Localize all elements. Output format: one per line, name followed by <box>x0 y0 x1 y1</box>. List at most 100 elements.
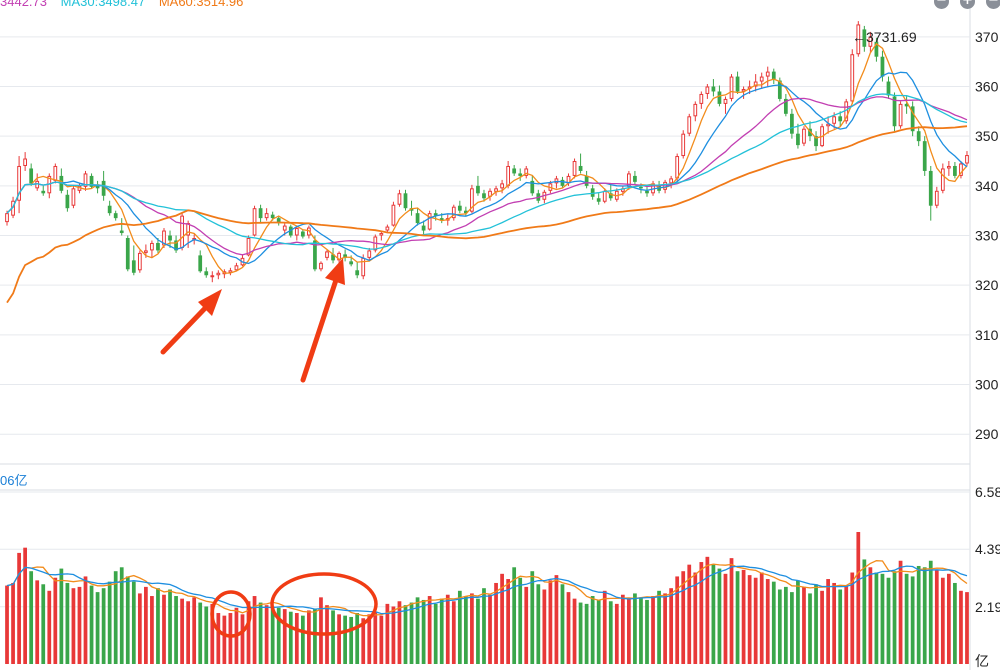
candle-body <box>723 98 728 104</box>
volume-bar <box>198 602 203 664</box>
price-tick-label: 310 <box>975 327 999 343</box>
volume-bar <box>717 568 722 664</box>
candle <box>168 230 172 248</box>
candle-body <box>814 136 818 147</box>
volume-bar <box>687 564 692 664</box>
volume-bar <box>651 596 655 664</box>
candle <box>482 189 486 202</box>
candle-body <box>71 188 76 206</box>
volume-bar <box>373 611 378 664</box>
candle <box>65 189 70 212</box>
volume-highlight-ellipse-large <box>270 572 378 636</box>
candle-body <box>331 254 335 261</box>
candle-body <box>41 190 46 194</box>
candle-body <box>156 242 160 251</box>
candle <box>47 173 52 199</box>
plus-icon: + <box>962 0 973 8</box>
volume-bar <box>162 594 166 664</box>
volume-bar <box>77 586 82 664</box>
volume-bar <box>192 597 197 664</box>
candle-body <box>349 261 354 265</box>
volume-bar <box>228 613 233 664</box>
volume-bar <box>11 582 15 664</box>
zoom-in-button[interactable]: + <box>960 0 975 9</box>
candle-body <box>910 106 915 132</box>
volume-bar <box>89 585 94 664</box>
candle-body <box>198 255 203 272</box>
ma10-line <box>6 71 968 265</box>
candle-body <box>53 165 58 181</box>
volume-bar <box>331 610 335 664</box>
volume-bar <box>361 618 366 664</box>
candle-body <box>150 242 154 251</box>
volume-highlight-ellipse-small <box>210 590 252 638</box>
candle <box>838 111 843 127</box>
candle <box>234 262 239 272</box>
candle-body <box>608 193 613 199</box>
ma20-value: 3442.73 <box>0 0 47 9</box>
candle-body <box>687 116 692 134</box>
candle <box>934 186 939 209</box>
candle-body <box>838 116 843 122</box>
candle <box>765 66 770 87</box>
candle <box>313 235 317 272</box>
candle-body <box>753 81 758 87</box>
candle-body <box>343 254 347 258</box>
volume-bar <box>137 593 142 664</box>
volume-bar <box>518 577 523 664</box>
candle-body <box>518 173 523 176</box>
volume-bar <box>832 582 837 664</box>
zoom-out-button[interactable]: − <box>934 0 949 9</box>
volume-bar <box>451 601 456 664</box>
collapse-button[interactable]: − <box>986 0 1000 9</box>
candle-body <box>313 240 317 270</box>
candle <box>29 163 34 186</box>
candle <box>928 165 933 221</box>
candle <box>470 184 474 214</box>
volume-bar <box>669 588 674 664</box>
candle <box>457 200 462 214</box>
candle <box>41 185 46 196</box>
candle-body <box>705 86 710 94</box>
volume-bar <box>959 590 963 664</box>
volume-bar <box>850 572 855 664</box>
volume-bar <box>614 603 619 664</box>
ma60-value: MA60:3514.96 <box>158 0 244 9</box>
volume-bar <box>934 569 939 664</box>
candle-body <box>95 185 100 189</box>
candle-body <box>234 265 239 271</box>
candle-body <box>530 180 535 194</box>
candle <box>735 71 740 94</box>
volume-bar <box>294 613 299 664</box>
candle-body <box>868 36 873 47</box>
volume-bar <box>602 590 607 664</box>
volume-bar <box>639 597 643 664</box>
candle <box>113 210 118 221</box>
candle-body <box>427 213 432 230</box>
candle-body <box>717 91 722 104</box>
candle <box>711 79 716 97</box>
candle <box>198 250 203 273</box>
volume-tick-label: 4.39 <box>975 541 1000 557</box>
volume-bar <box>252 596 257 664</box>
candle <box>524 165 529 179</box>
candle <box>826 116 830 134</box>
candle-body <box>524 168 529 176</box>
volume-bar <box>747 575 752 664</box>
ma-legend: 3442.73 MA30:3498.47 MA60:3514.96 <box>0 0 253 9</box>
volume-bar <box>904 573 909 664</box>
volume-bar <box>506 579 511 664</box>
candle <box>892 92 897 132</box>
volume-bar <box>796 580 800 664</box>
volume-bar <box>264 605 269 664</box>
price-axis: 370 360 350 340 330 320 310 300 290 <box>975 29 999 442</box>
price-tick-label: 350 <box>975 128 999 144</box>
candle-body <box>862 29 867 47</box>
candle <box>325 249 329 261</box>
candle-body <box>325 251 329 258</box>
candle-body <box>590 188 595 197</box>
candle-body <box>125 238 130 270</box>
candle-body <box>928 170 933 206</box>
candle <box>403 189 408 211</box>
